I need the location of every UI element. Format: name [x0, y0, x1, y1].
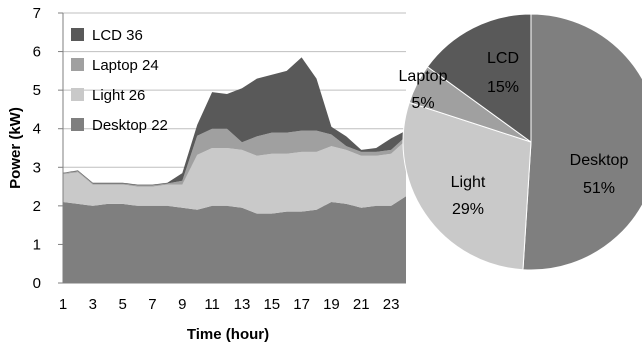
pie-label-desktop: Desktop — [570, 152, 629, 169]
legend-swatch-laptop — [71, 58, 84, 71]
pie — [402, 13, 642, 271]
x-tick-label: 3 — [89, 296, 97, 313]
x-tick-label: 17 — [293, 296, 310, 313]
pie-labels: Desktop 51% Light 29% Laptop 5% LCD 15% — [399, 50, 629, 218]
x-tick-label: 5 — [118, 296, 126, 313]
y-tick-label: 7 — [33, 5, 41, 22]
legend-swatch-desktop — [71, 118, 84, 131]
x-tick-label: 7 — [148, 296, 156, 313]
y-tick-label: 4 — [33, 121, 41, 138]
x-tick-label: 21 — [353, 296, 370, 313]
x-tick-label: 23 — [383, 296, 400, 313]
legend-label-desktop: Desktop 22 — [92, 117, 168, 134]
legend: LCD 36 Laptop 24 Light 26 Desktop 22 — [71, 27, 168, 134]
x-tick-label: 13 — [234, 296, 251, 313]
pie-label-lcd: LCD — [487, 50, 519, 67]
pie-pct-lcd: 15% — [487, 79, 519, 96]
y-tick-label: 5 — [33, 82, 41, 99]
x-axis-title: Time (hour) — [187, 326, 269, 343]
x-tick-label: 1 — [59, 296, 67, 313]
pie-slice-desktop — [522, 13, 642, 271]
pie-label-light: Light — [451, 174, 486, 191]
x-tick-label: 19 — [323, 296, 340, 313]
legend-label-lcd: LCD 36 — [92, 27, 143, 44]
pie-slice-light — [402, 101, 532, 271]
pie-pct-light: 29% — [452, 201, 484, 218]
pie-label-laptop: Laptop — [399, 68, 448, 85]
legend-label-light: Light 26 — [92, 87, 145, 104]
legend-label-laptop: Laptop 24 — [92, 57, 159, 74]
pie-pct-laptop: 5% — [411, 95, 434, 112]
area-desktop — [63, 196, 406, 283]
x-tick-labels: 1 3 5 7 9 11 13 15 17 19 21 23 — [59, 296, 400, 313]
x-tick-label: 15 — [263, 296, 280, 313]
area-layers — [63, 57, 406, 283]
area-laptop — [63, 128, 406, 187]
y-tick-label: 1 — [33, 236, 41, 253]
area-light — [63, 140, 406, 214]
y-tick-labels: 0 1 2 3 4 5 6 7 — [33, 5, 63, 292]
y-tick-label: 2 — [33, 198, 41, 215]
y-tick-label: 6 — [33, 44, 41, 61]
legend-swatch-light — [71, 88, 84, 101]
pie-pct-desktop: 51% — [583, 180, 615, 197]
pie-slice-lcd — [426, 13, 532, 143]
y-axis-title: Power (kW) — [7, 107, 24, 189]
x-tick-label: 9 — [178, 296, 186, 313]
legend-swatch-lcd — [71, 28, 84, 41]
area-lcd — [63, 57, 406, 186]
y-tick-label: 3 — [33, 159, 41, 176]
x-tick-label: 11 — [204, 296, 220, 313]
y-tick-label: 0 — [33, 275, 41, 292]
